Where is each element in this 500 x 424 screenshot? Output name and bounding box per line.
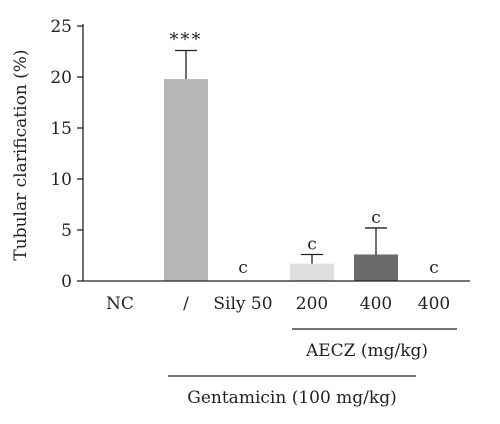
bars: *** c c c c bbox=[164, 29, 439, 281]
significance-label: c bbox=[429, 258, 439, 278]
bar bbox=[354, 254, 398, 281]
y-tick-label: 0 bbox=[61, 272, 72, 292]
y-tick-label: 20 bbox=[50, 68, 72, 88]
x-tick-label: NC bbox=[106, 294, 134, 314]
significance-label: c bbox=[307, 234, 317, 254]
x-tick-label: / bbox=[183, 294, 189, 314]
x-tick-label: 400 bbox=[360, 294, 392, 314]
significance-label: *** bbox=[170, 29, 203, 50]
bar bbox=[290, 263, 334, 281]
x-axis: NC / Sily 50 200 400 400 bbox=[83, 280, 470, 314]
group-brackets: AECZ (mg/kg) Gentamicin (100 mg/kg) bbox=[168, 328, 457, 408]
x-tick-label: Sily 50 bbox=[213, 294, 272, 314]
y-axis-label: Tubular clarification (%) bbox=[11, 49, 31, 260]
y-axis: 0 5 10 15 20 25 bbox=[50, 17, 84, 292]
y-tick-label: 10 bbox=[50, 170, 72, 190]
group-label: AECZ (mg/kg) bbox=[305, 341, 428, 361]
x-tick-label: 200 bbox=[296, 294, 328, 314]
group-label: Gentamicin (100 mg/kg) bbox=[187, 388, 396, 408]
x-tick-label: 400 bbox=[418, 294, 450, 314]
significance-label: c bbox=[238, 258, 248, 278]
significance-label: c bbox=[371, 208, 381, 228]
bar bbox=[164, 79, 208, 281]
y-tick-label: 5 bbox=[61, 221, 72, 241]
y-tick-label: 25 bbox=[50, 17, 72, 37]
y-tick-label: 15 bbox=[50, 119, 72, 139]
